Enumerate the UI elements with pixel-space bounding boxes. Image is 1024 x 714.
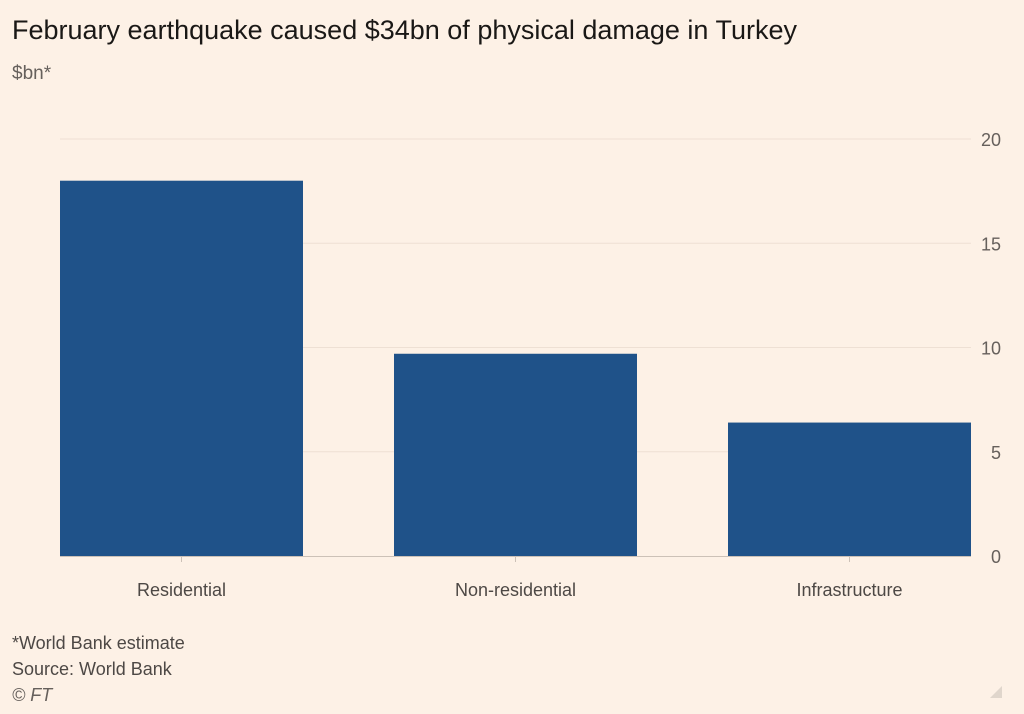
bar-infrastructure [728,422,971,556]
x-axis [60,556,971,562]
y-axis-unit-label: $bn* [12,63,52,84]
y-tick-label: 5 [991,443,1001,463]
x-category-label: Infrastructure [796,580,902,600]
source-note: Source: World Bank [12,659,172,679]
x-category-label: Non-residential [455,580,576,600]
x-category-label: Residential [137,580,226,600]
y-tick-label: 0 [991,547,1001,567]
bar-non-residential [394,353,637,556]
chart-title: February earthquake caused $34bn of phys… [12,15,797,45]
bar-residential [60,180,303,556]
y-tick-label: 15 [981,234,1001,254]
resize-handle-icon[interactable] [990,686,1002,698]
bars [60,180,971,556]
footnote: *World Bank estimate [12,633,185,653]
copyright: © FT [12,685,53,705]
y-tick-label: 20 [981,130,1001,150]
x-axis-category-labels: Residential Non-residential Infrastructure [137,580,903,600]
y-axis-ticks: 0 5 10 15 20 [981,130,1001,567]
y-tick-label: 10 [981,339,1001,359]
